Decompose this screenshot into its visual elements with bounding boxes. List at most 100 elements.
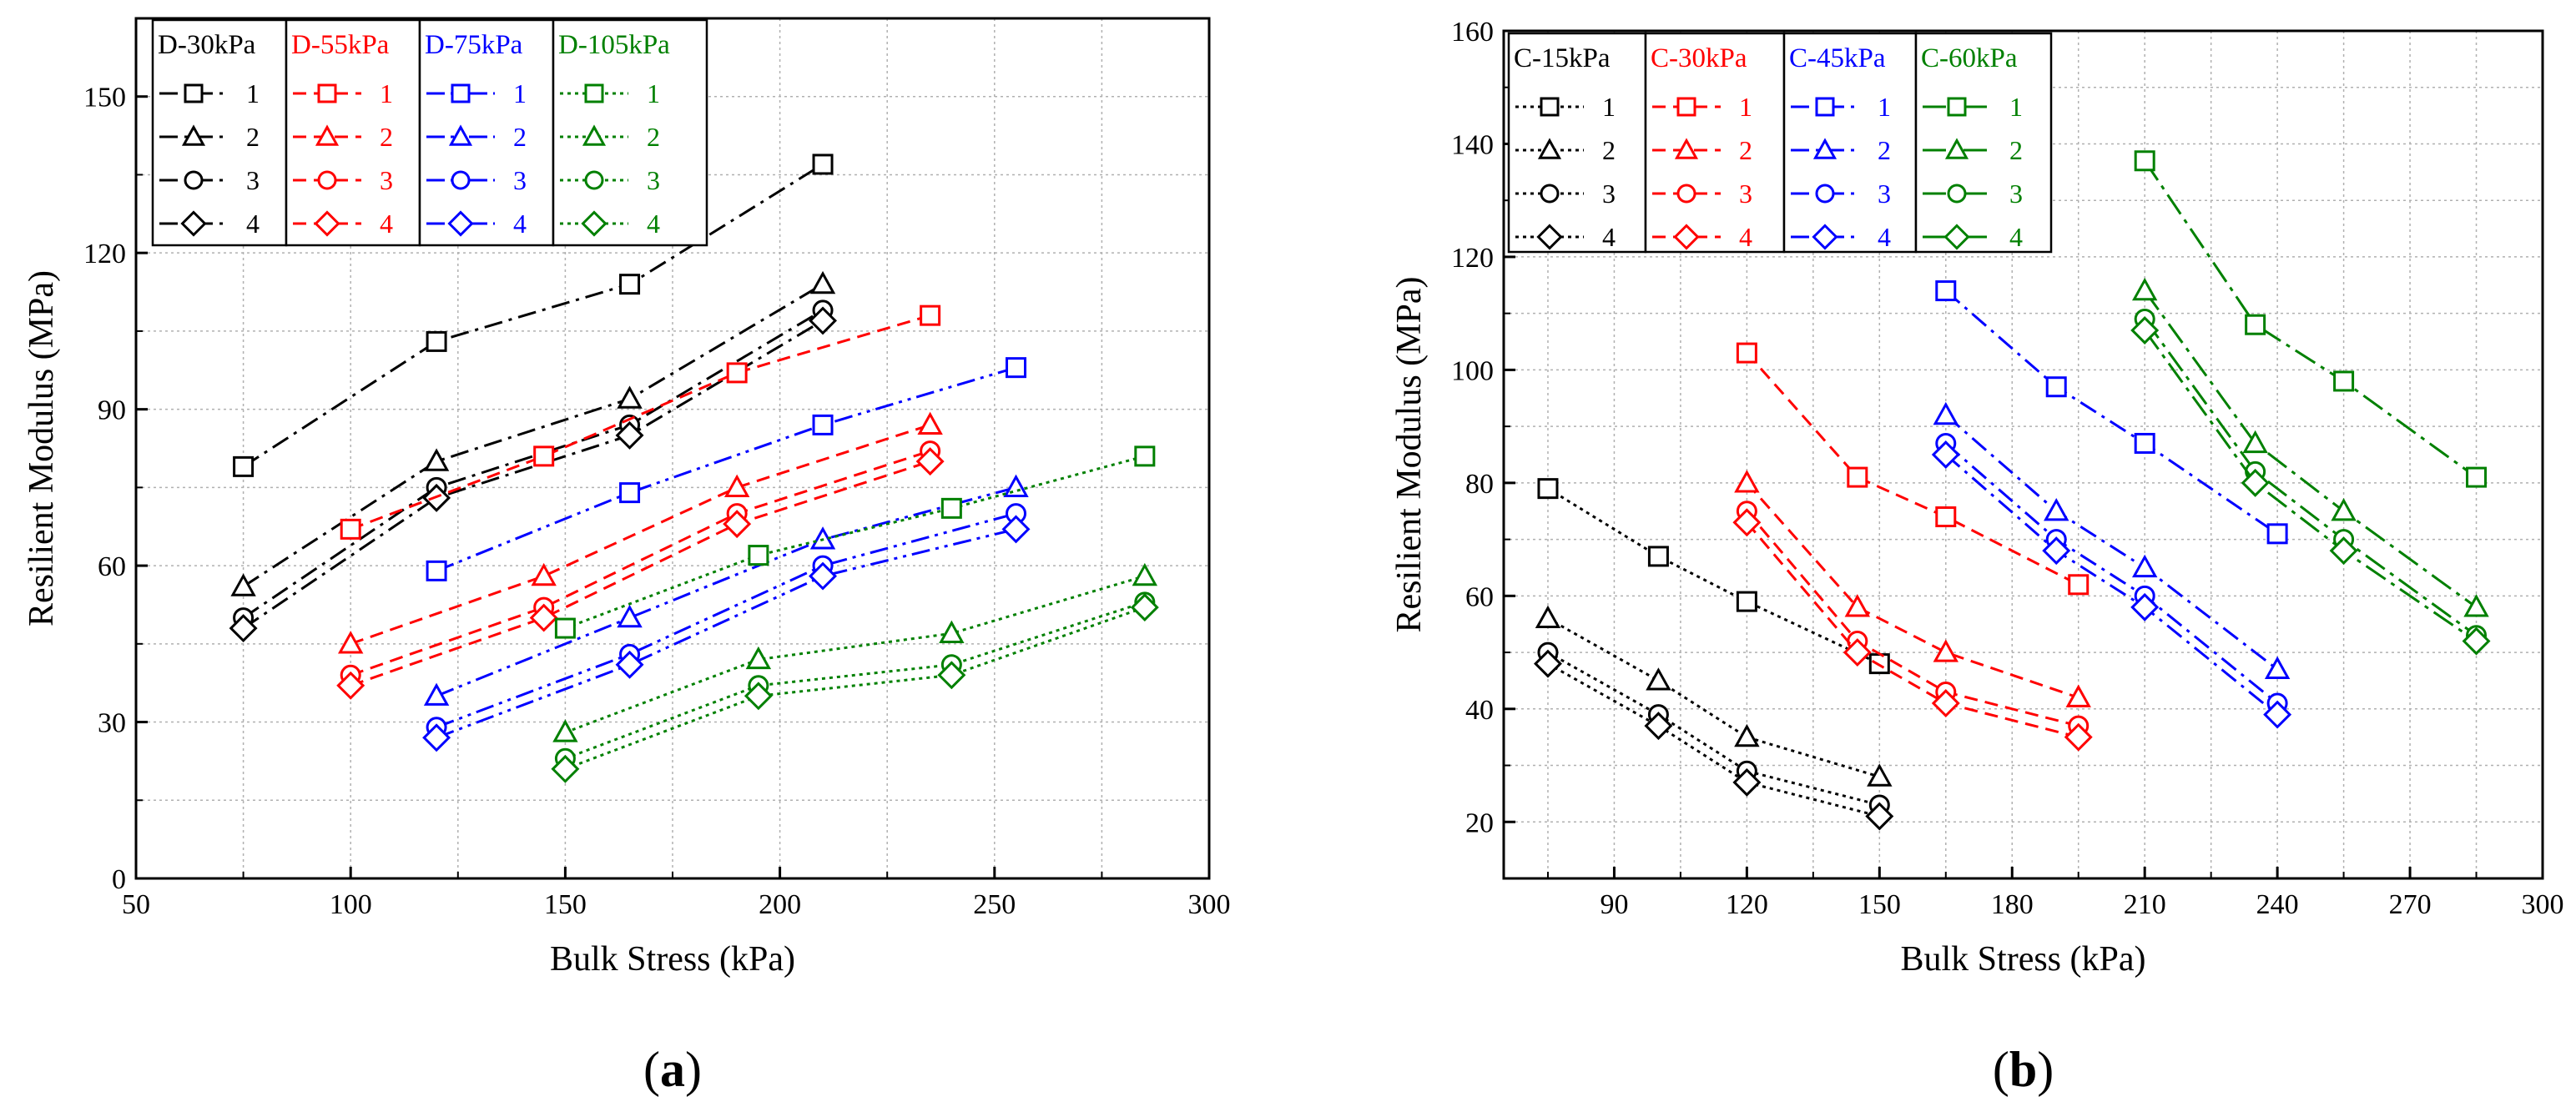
- data-point: [422, 723, 451, 752]
- legend-entry-label: 2: [647, 122, 660, 152]
- legend-entry-label: 2: [1739, 135, 1752, 165]
- data-point: [1843, 638, 1872, 667]
- legend-entry-label: 4: [647, 209, 660, 239]
- legend-entry-label: 1: [380, 78, 393, 108]
- legend-entry-label: 1: [1878, 92, 1891, 122]
- legend-marker: [1673, 224, 1700, 250]
- data-point: [1647, 546, 1669, 567]
- x-tick-label: 90: [1600, 889, 1628, 920]
- legend-entry-label: 2: [1602, 135, 1616, 165]
- x-tick-label: 300: [2522, 889, 2564, 920]
- x-tick-label: 50: [122, 889, 150, 920]
- y-tick-label: 150: [83, 83, 126, 113]
- data-point: [2263, 700, 2292, 729]
- legend-marker: [184, 83, 204, 103]
- series-line: [1547, 651, 1880, 807]
- x-tick-label: 210: [2124, 889, 2166, 920]
- legend-entry-label: 2: [246, 122, 260, 152]
- series-line: [1944, 453, 2279, 716]
- series-line: [1944, 289, 2278, 536]
- y-tick-label: 60: [1465, 581, 1494, 612]
- data-point: [617, 604, 643, 628]
- legend-box: [1782, 32, 1918, 254]
- data-point: [615, 420, 644, 450]
- data-point: [1844, 594, 1871, 617]
- legend-marker: [180, 210, 207, 237]
- legend-marker: [451, 170, 471, 190]
- data-point: [230, 573, 256, 596]
- legend-b: C-15kPa 1 2 3 4 C-30kPa 1 2 3 4 C-45kPa 1 2 3 4 C-60kPa…: [1507, 32, 2053, 254]
- legend-entry-label: 1: [246, 78, 260, 108]
- legend-entry-label: 4: [1878, 222, 1891, 252]
- legend-marker: [1674, 138, 1699, 159]
- y-tick-label: 20: [1465, 808, 1494, 838]
- panel-caption: (a): [643, 1042, 702, 1097]
- legend-a: D-30kPa 1 2 3 4 D-55kPa 1 2 3 4 D-75kPa 1 2 3 4 D-105kP…: [151, 18, 708, 247]
- data-point: [529, 603, 558, 632]
- data-point: [2064, 722, 2093, 752]
- x-tick-label: 240: [2256, 889, 2299, 920]
- legend-marker: [1943, 224, 1970, 250]
- data-point: [1537, 478, 1559, 500]
- data-point: [2242, 430, 2268, 454]
- legend-entry-label: 1: [1602, 92, 1616, 122]
- legend-entry-label: 4: [1602, 222, 1616, 252]
- data-point: [1646, 667, 1671, 691]
- legend-marker: [315, 124, 340, 146]
- x-tick-label: 120: [1726, 889, 1768, 920]
- legend-marker: [317, 83, 337, 103]
- series-line: [1746, 481, 2079, 699]
- x-tick-label: 300: [1188, 889, 1231, 920]
- x-tick-label: 180: [1991, 889, 2034, 920]
- legend-box: [151, 18, 288, 247]
- data-point: [2264, 656, 2291, 680]
- series-line: [564, 606, 1146, 771]
- legend-marker: [448, 124, 473, 146]
- data-point: [1534, 649, 1562, 678]
- legend-title: D-55kPa: [291, 30, 390, 60]
- data-point: [2065, 684, 2091, 707]
- series-line: [242, 283, 824, 588]
- data-point: [2463, 594, 2489, 617]
- legend-title: C-15kPa: [1514, 43, 1611, 73]
- legend-marker: [581, 210, 607, 237]
- data-point: [1732, 508, 1762, 537]
- x-tick-label: 270: [2389, 889, 2432, 920]
- y-tick-label: 140: [1451, 129, 1494, 160]
- y-tick-label: 30: [98, 708, 126, 739]
- series-line: [1547, 617, 1880, 778]
- legend-marker: [1536, 224, 1563, 250]
- legend-marker: [1815, 184, 1835, 204]
- data-point: [723, 510, 752, 539]
- series-line: [1944, 442, 2279, 705]
- legend-marker: [447, 210, 474, 237]
- legend-marker: [584, 170, 604, 190]
- data-point: [939, 620, 965, 643]
- data-point: [745, 646, 772, 670]
- data-point: [1933, 639, 1958, 662]
- data-point: [2333, 370, 2355, 392]
- data-point: [619, 482, 641, 504]
- data-point: [551, 754, 580, 783]
- data-point: [920, 304, 941, 326]
- legend-entry-label: 3: [246, 165, 260, 195]
- legend-marker: [1812, 224, 1838, 250]
- legend-box: [552, 18, 708, 247]
- legend-box: [1914, 32, 2053, 254]
- legend-entry-label: 4: [380, 209, 393, 239]
- series-line: [564, 601, 1146, 760]
- series-line: [242, 163, 824, 468]
- data-point: [1134, 445, 1156, 467]
- series-line: [1746, 510, 2079, 727]
- data-point: [617, 385, 643, 409]
- data-point: [1931, 440, 1960, 469]
- y-tick-label: 120: [83, 239, 126, 269]
- legend-marker: [451, 83, 471, 103]
- data-point: [915, 447, 945, 476]
- y-tick-label: 60: [98, 551, 126, 582]
- legend-marker: [1947, 97, 1967, 117]
- data-point: [1935, 280, 1957, 302]
- legend-marker: [314, 210, 340, 237]
- legend-marker: [584, 83, 604, 103]
